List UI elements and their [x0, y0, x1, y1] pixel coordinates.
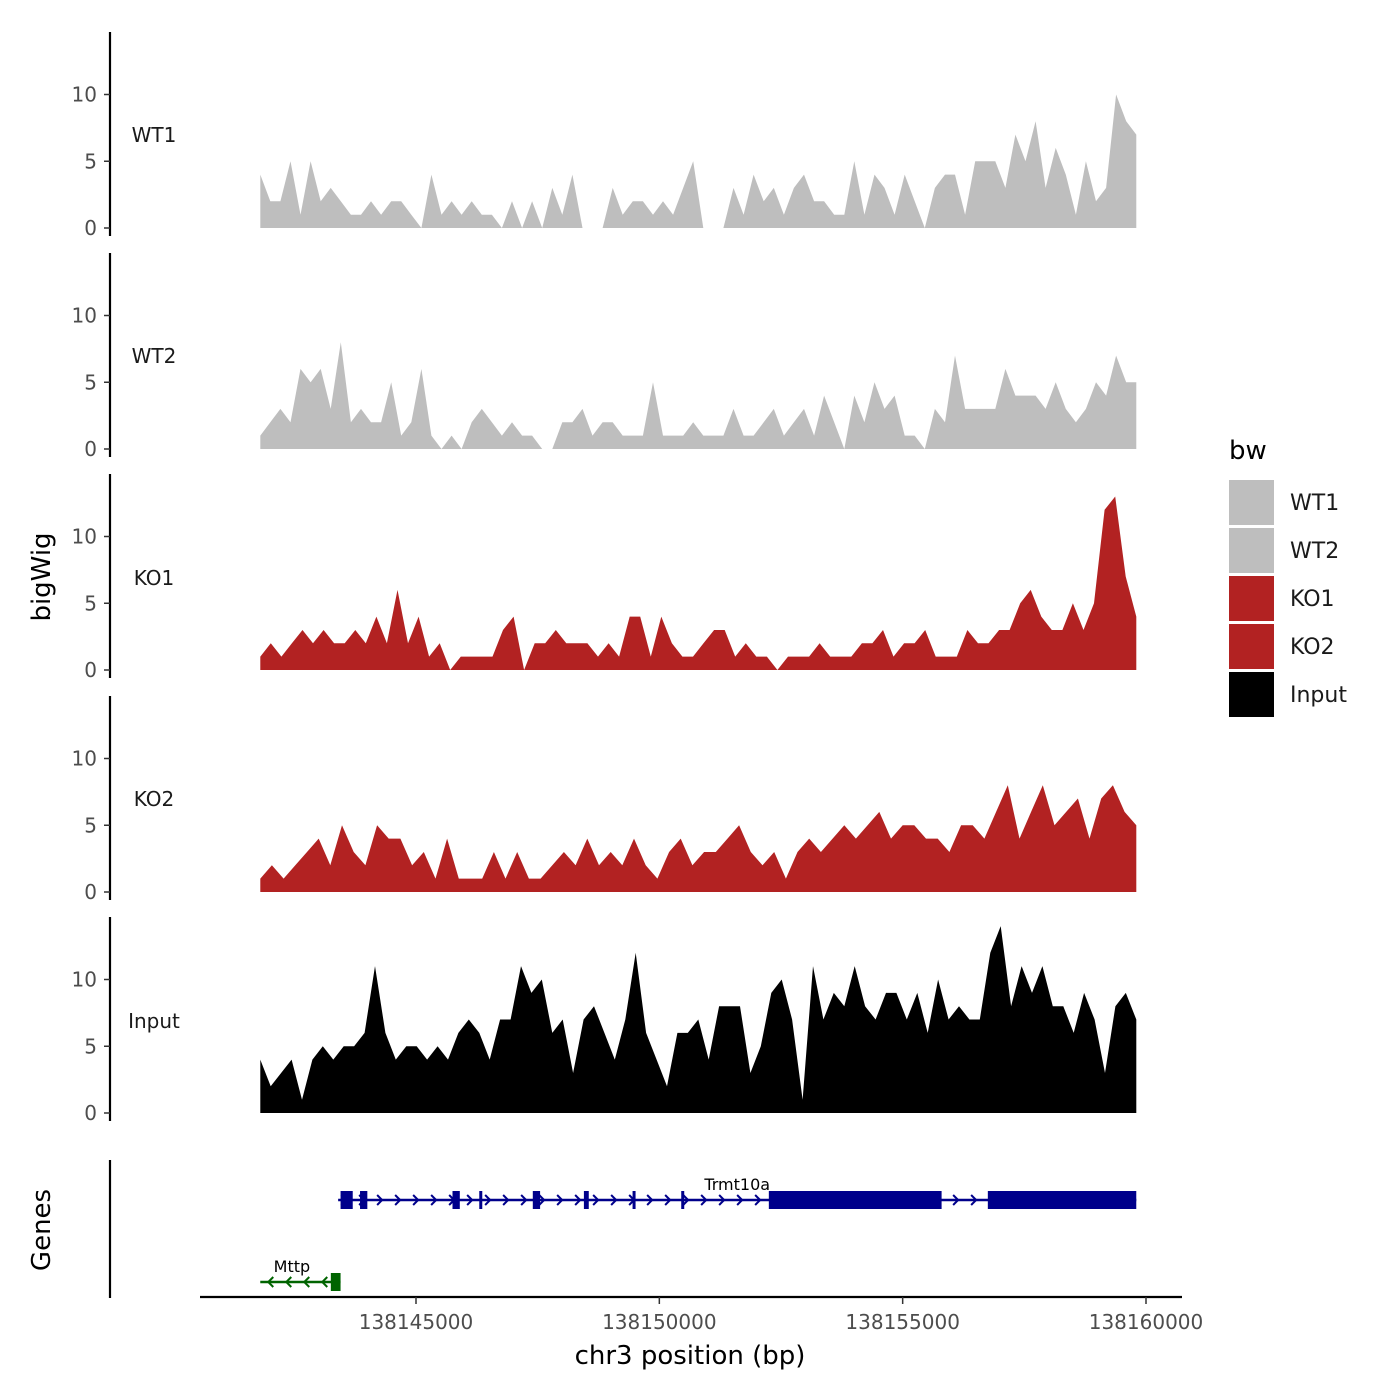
- y-tick-label: 5: [84, 370, 97, 394]
- y-tick-label: 0: [84, 216, 97, 240]
- track-wt1: 0 5 10 WT1: [72, 32, 1137, 240]
- genes-panel: Trmt10a Mttp: [108, 1160, 1137, 1298]
- strand-arrow: [574, 1194, 582, 1206]
- strand-arrow: [664, 1194, 672, 1206]
- y-tick-label: 5: [84, 149, 97, 173]
- y-tick-label: 10: [72, 747, 97, 771]
- strand-arrow: [592, 1194, 600, 1206]
- x-tick-label: 138150000: [602, 1310, 717, 1334]
- track-label: WT1: [132, 123, 177, 147]
- strand-arrow: [610, 1194, 618, 1206]
- strand-arrow: [466, 1194, 474, 1206]
- x-tick-label: 138145000: [359, 1310, 474, 1334]
- track-ko2: 0 5 10 KO2: [72, 696, 1137, 904]
- y-tick-label: 10: [72, 968, 97, 992]
- y-tick-label: 10: [72, 525, 97, 549]
- legend-label: WT1: [1290, 491, 1339, 516]
- y-tick-label: 0: [84, 437, 97, 461]
- track-label: Input: [128, 1009, 180, 1033]
- exon: [360, 1191, 368, 1209]
- strand-arrow: [394, 1194, 402, 1206]
- strand-arrow: [718, 1194, 726, 1206]
- legend-label: KO1: [1290, 587, 1335, 612]
- strand-arrow: [302, 1276, 310, 1288]
- strand-arrow: [952, 1194, 960, 1206]
- strand-arrow: [556, 1194, 564, 1206]
- coverage-area-ko2: [260, 785, 1137, 892]
- strand-arrow: [320, 1276, 328, 1288]
- y-tick-label: 0: [84, 1101, 97, 1125]
- gene-label: Mttp: [274, 1257, 311, 1276]
- coverage-area-wt1: [260, 94, 1137, 228]
- y-tick-label: 5: [84, 813, 97, 837]
- genes-axis-title: Genes: [27, 1189, 57, 1271]
- coverage-area-wt2: [260, 342, 1137, 449]
- legend-label: Input: [1290, 683, 1347, 708]
- strand-arrow: [970, 1194, 978, 1206]
- y-tick-label: 10: [72, 83, 97, 107]
- exon: [632, 1191, 636, 1209]
- bigwig-tracks: 0 5 10 WT1 0 5 10 WT2 0 5 10 KO1 0 5 10 KO2 0 5 10 Input: [72, 32, 1137, 1125]
- y-tick-label: 0: [84, 658, 97, 682]
- strand-arrow: [430, 1194, 438, 1206]
- gene-label: Trmt10a: [703, 1175, 770, 1194]
- coverage-area-ko1: [260, 496, 1137, 670]
- strand-arrow: [520, 1194, 528, 1206]
- x-tick-label: 138160000: [1089, 1310, 1204, 1334]
- exon: [452, 1191, 460, 1209]
- strand-arrow: [412, 1194, 420, 1206]
- y-tick-label: 5: [84, 591, 97, 615]
- gene-trmt10a: Trmt10a: [338, 1175, 1137, 1209]
- gene-mttp: Mttp: [260, 1257, 341, 1291]
- exon: [681, 1191, 685, 1209]
- y-axis-title: bigWig: [27, 532, 57, 621]
- exon: [532, 1191, 541, 1209]
- exon: [330, 1273, 341, 1291]
- exon: [583, 1191, 589, 1209]
- y-tick-label: 10: [72, 304, 97, 328]
- strand-arrow: [266, 1276, 274, 1288]
- legend-label: WT2: [1290, 539, 1339, 564]
- track-wt2: 0 5 10 WT2: [72, 253, 1137, 461]
- x-axis: 138145000 138150000 138155000 138160000: [200, 1295, 1204, 1334]
- legend-key-wt1: [1229, 480, 1274, 525]
- legend-key-input: [1229, 672, 1274, 717]
- strand-arrow: [754, 1194, 762, 1206]
- track-ko1: 0 5 10 KO1: [72, 474, 1137, 682]
- track-input: 0 5 10 Input: [72, 917, 1137, 1125]
- coverage-area-input: [260, 926, 1137, 1113]
- legend-key-ko2: [1229, 624, 1274, 669]
- legend-key-wt2: [1229, 528, 1274, 573]
- exon: [768, 1191, 942, 1209]
- strand-arrow: [284, 1276, 292, 1288]
- strand-arrow: [538, 1194, 546, 1206]
- exon: [479, 1191, 483, 1209]
- strand-arrow: [484, 1194, 492, 1206]
- strand-arrow: [736, 1194, 744, 1206]
- y-tick-label: 5: [84, 1034, 97, 1058]
- track-label: WT2: [132, 344, 177, 368]
- legend-title: bw: [1229, 436, 1267, 466]
- legend-key-ko1: [1229, 576, 1274, 621]
- track-label: KO1: [134, 566, 175, 590]
- strand-arrow: [502, 1194, 510, 1206]
- strand-arrow: [682, 1194, 690, 1206]
- track-label: KO2: [134, 787, 175, 811]
- exon: [987, 1191, 1137, 1209]
- y-tick-label: 0: [84, 880, 97, 904]
- x-tick-label: 138155000: [845, 1310, 960, 1334]
- legend: WT1 WT2 KO1 KO2 Input: [1229, 480, 1347, 717]
- exon: [340, 1191, 353, 1209]
- legend-label: KO2: [1290, 635, 1335, 660]
- x-axis-title: chr3 position (bp): [575, 1341, 806, 1371]
- strand-arrow: [646, 1194, 654, 1206]
- strand-arrow: [700, 1194, 708, 1206]
- strand-arrow: [376, 1194, 384, 1206]
